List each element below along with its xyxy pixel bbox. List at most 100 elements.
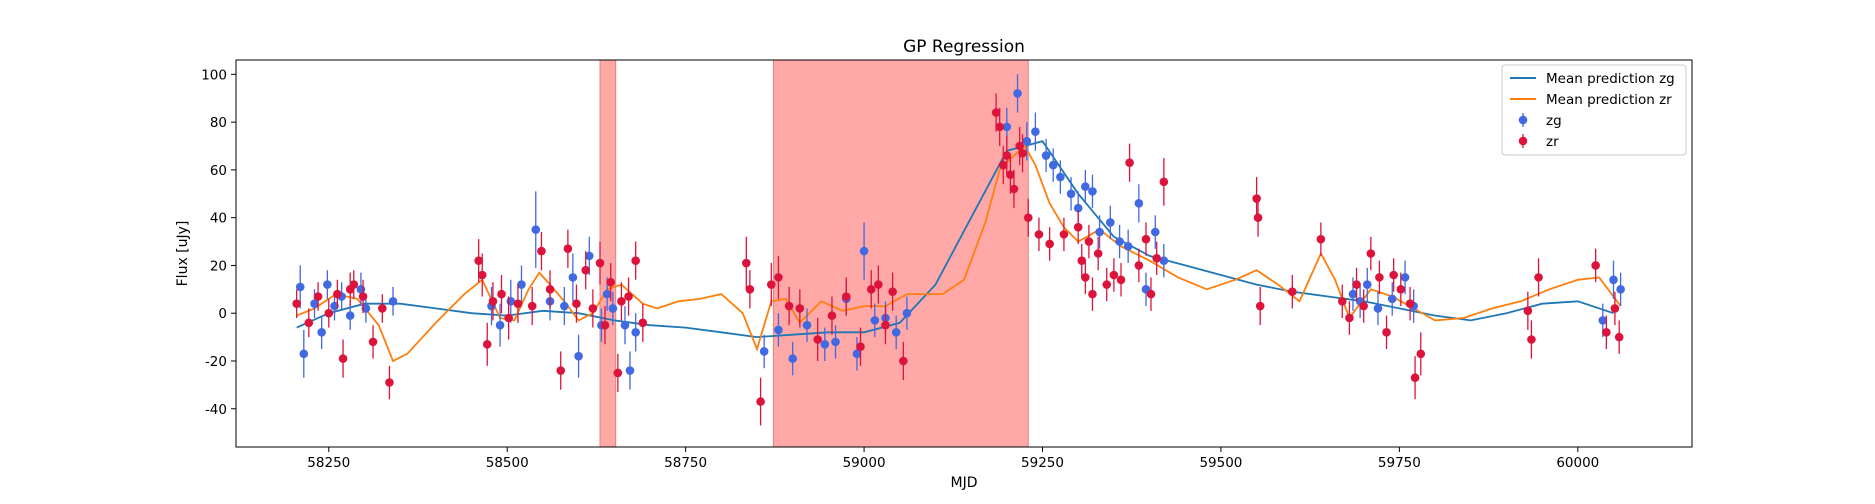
chart-title: GP Regression: [903, 37, 1025, 57]
legend-item: Mean prediction zr: [1510, 92, 1672, 108]
y-axis-ticks: -40 -20 0 20 40 60 80 100: [201, 67, 236, 418]
data-point: [745, 285, 755, 294]
legend-marker-swatch: [1518, 136, 1528, 146]
data-point: [1405, 299, 1415, 308]
data-point: [568, 273, 578, 282]
legend-marker-swatch: [1518, 115, 1528, 125]
data-point: [759, 347, 769, 356]
data-point: [1102, 280, 1112, 289]
data-point: [313, 292, 323, 301]
data-point: [1410, 373, 1420, 383]
data-point: [827, 311, 837, 320]
series-zr: [292, 93, 1624, 426]
data-point: [625, 366, 635, 375]
data-point: [1609, 275, 1618, 285]
data-point: [1106, 218, 1115, 227]
data-point: [608, 304, 618, 313]
data-point: [1416, 349, 1426, 359]
data-point: [497, 289, 506, 299]
data-point: [1059, 230, 1069, 239]
data-point: [330, 301, 339, 311]
data-point: [474, 256, 483, 265]
data-point: [513, 299, 523, 308]
data-point: [624, 292, 633, 301]
data-point: [1022, 136, 1032, 146]
data-point: [358, 292, 368, 301]
data-point: [572, 299, 581, 308]
data-point: [795, 304, 805, 313]
data-point: [1088, 187, 1097, 196]
data-point: [998, 160, 1008, 170]
legend-label: zr: [1546, 134, 1559, 150]
data-point: [1056, 172, 1065, 182]
data-point: [602, 289, 612, 299]
data-point: [361, 304, 371, 313]
data-point: [574, 351, 583, 361]
data-point: [1134, 199, 1144, 208]
data-point: [378, 304, 387, 313]
legend-label: Mean prediction zg: [1546, 71, 1675, 87]
data-point: [1002, 151, 1012, 160]
data-point: [1081, 182, 1090, 191]
data-point: [1141, 234, 1151, 244]
data-point: [617, 296, 626, 306]
x-tick-label: 58250: [307, 455, 350, 471]
data-point: [802, 320, 812, 330]
data-point: [1591, 261, 1600, 270]
data-point: [517, 280, 526, 289]
data-point: [333, 289, 342, 299]
x-axis-label: MJD: [951, 475, 978, 491]
data-point: [1066, 189, 1076, 199]
data-point: [488, 296, 498, 306]
data-point: [1527, 335, 1536, 344]
data-point: [1009, 184, 1019, 194]
y-tick-label: 20: [210, 258, 227, 274]
data-point: [852, 349, 862, 359]
data-point: [1088, 289, 1097, 299]
x-tick-label: 60000: [1556, 455, 1599, 471]
data-point: [866, 285, 876, 294]
data-point: [874, 280, 883, 289]
y-tick-label: 100: [201, 67, 227, 83]
data-point: [1093, 249, 1103, 258]
data-point: [1034, 230, 1044, 239]
data-point: [756, 397, 765, 406]
data-point: [349, 280, 359, 289]
legend-item: Mean prediction zg: [1510, 71, 1675, 87]
y-tick-label: -20: [205, 354, 227, 370]
data-point: [1359, 301, 1368, 311]
data-point: [1400, 273, 1410, 282]
series-zg: [295, 74, 1625, 390]
data-point: [742, 258, 751, 268]
data-point: [1598, 316, 1608, 325]
legend: Mean prediction zg Mean prediction zr zg zr: [1501, 64, 1687, 156]
data-point: [991, 108, 1001, 117]
data-point: [504, 313, 513, 323]
data-point: [613, 368, 623, 378]
x-tick-label: 59000: [843, 455, 886, 471]
data-point: [1023, 213, 1033, 222]
data-point: [1073, 222, 1083, 232]
x-tick-label: 59250: [1021, 455, 1064, 471]
data-point: [1123, 242, 1133, 251]
data-point: [1159, 177, 1169, 187]
data-point: [495, 320, 505, 330]
data-point: [1041, 151, 1051, 160]
data-point: [1362, 280, 1372, 289]
data-point: [1125, 158, 1134, 168]
data-point: [299, 349, 309, 359]
data-point: [1073, 203, 1083, 213]
data-point: [888, 287, 897, 297]
data-point: [606, 277, 616, 287]
data-point: [1375, 273, 1384, 282]
data-point: [774, 273, 783, 282]
data-point: [388, 296, 398, 306]
data-point: [1602, 328, 1611, 337]
data-point: [1045, 239, 1054, 249]
data-point: [891, 328, 901, 337]
data-point: [1389, 270, 1398, 280]
data-point: [527, 301, 537, 311]
data-point: [1345, 313, 1354, 323]
data-point: [1018, 148, 1027, 158]
